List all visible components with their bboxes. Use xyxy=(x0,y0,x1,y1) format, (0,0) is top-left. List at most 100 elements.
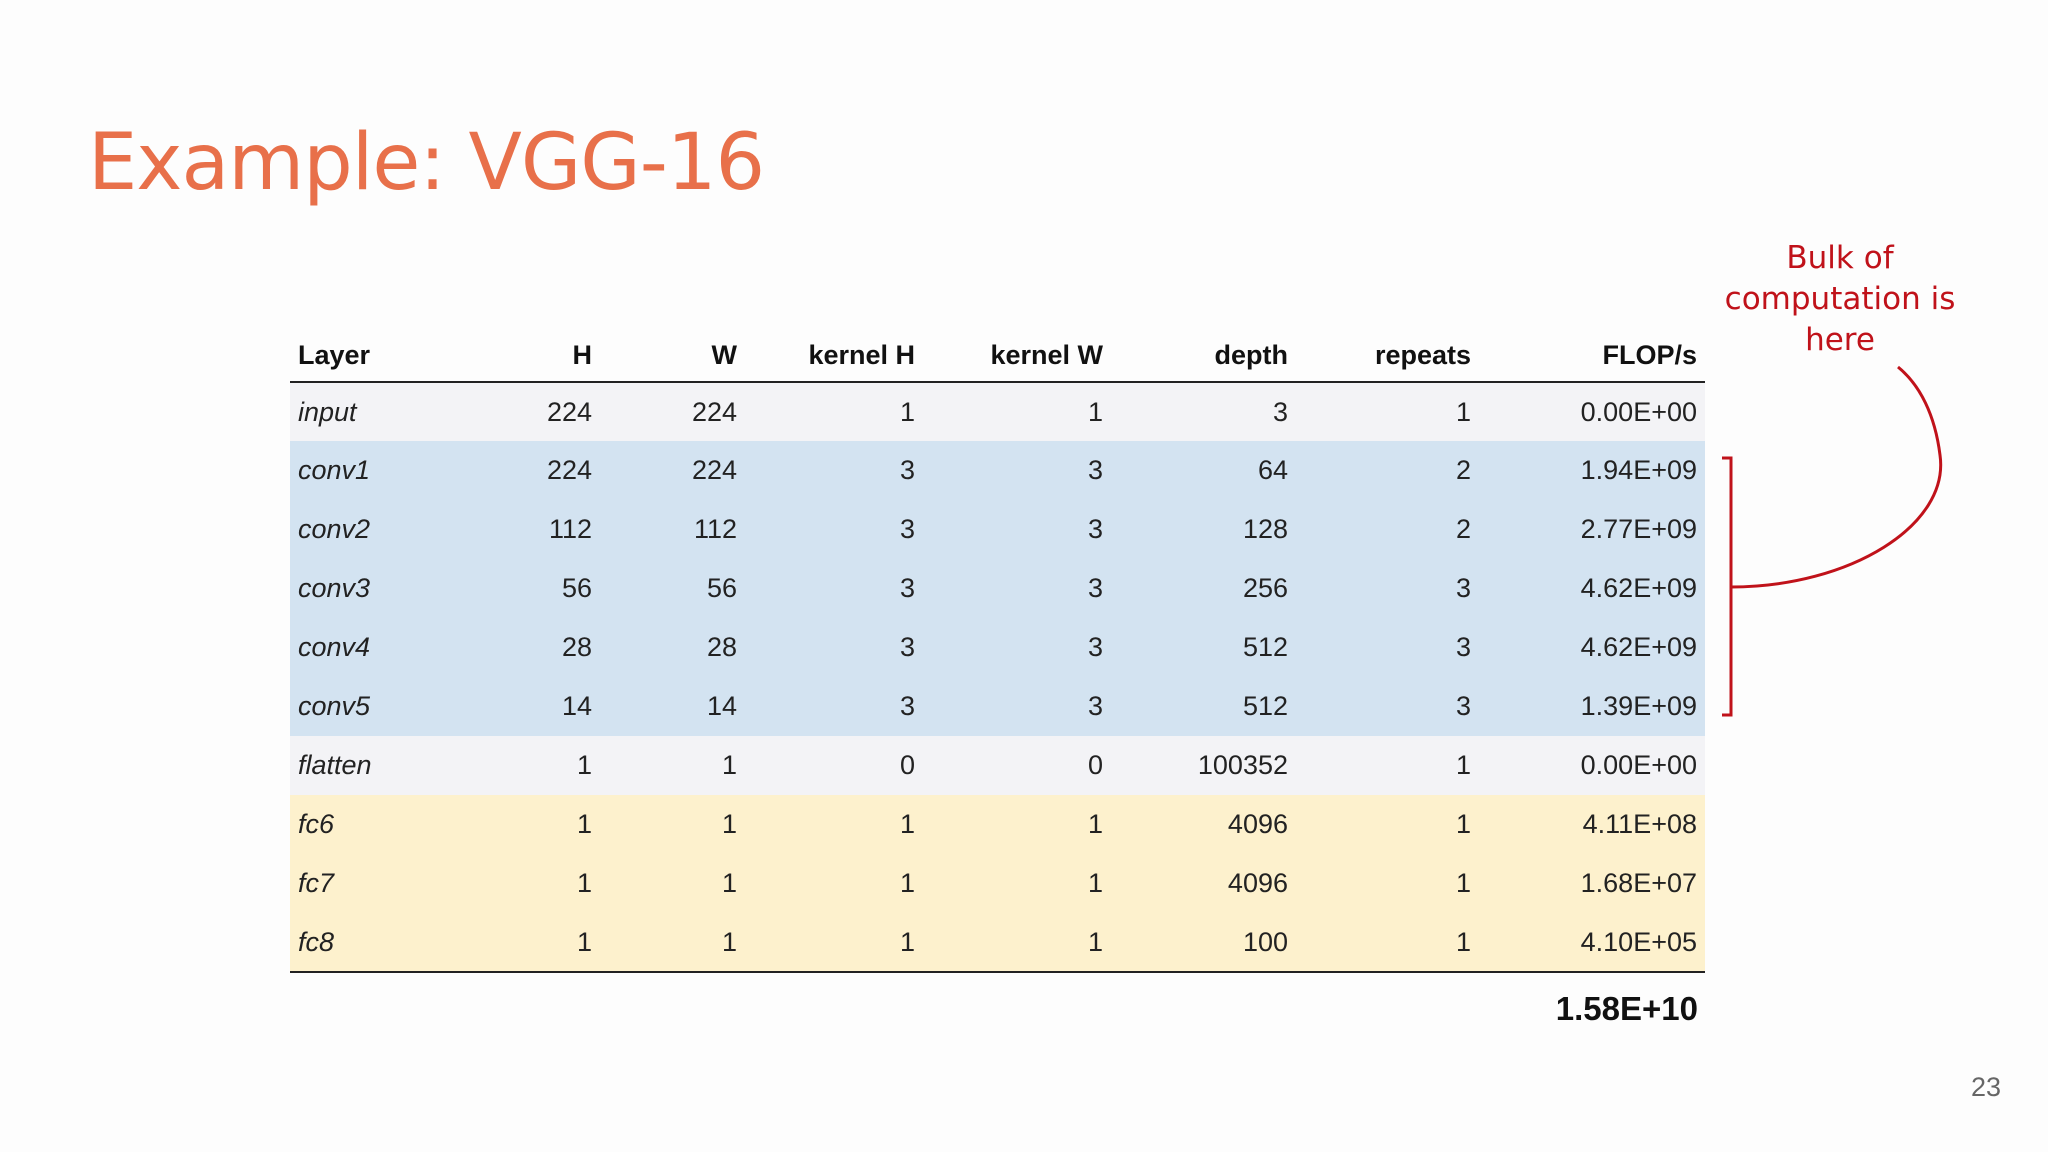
cell-kernel-w: 1 xyxy=(1087,809,1103,839)
cell-kernel-w: 0 xyxy=(1087,750,1103,780)
cell-w: 1 xyxy=(721,750,737,780)
cell-repeats: 3 xyxy=(1455,573,1471,603)
cell-depth: 3 xyxy=(1272,396,1288,427)
cell-kernel-w: 3 xyxy=(1087,691,1103,721)
table-header-row: Layer H W kernel H kernel W depth repeat… xyxy=(290,330,1705,383)
cell-repeats: 1 xyxy=(1296,913,1479,973)
table-row: fc8 1 1 1 1 100 1 4.10E+05 xyxy=(290,913,1705,973)
table-row: input 224 224 1 1 3 1 0.00E+00 xyxy=(290,382,1705,441)
cell-depth: 100352 xyxy=(1197,750,1288,780)
cell-repeats: 1 xyxy=(1455,396,1471,427)
cell-layer: input xyxy=(298,396,357,427)
header-layer: Layer xyxy=(290,330,480,383)
cell-depth: 64 xyxy=(1257,455,1288,485)
cell-repeats: 1 xyxy=(1455,868,1471,898)
cell-w: 56 xyxy=(706,573,737,603)
header-flops: FLOP/s xyxy=(1479,330,1705,383)
cell-flops: 1.68E+07 xyxy=(1580,868,1697,898)
cell-depth: 100 xyxy=(1111,913,1296,973)
cell-kernel-w: 1 xyxy=(1087,396,1103,427)
cell-layer: fc7 xyxy=(298,868,335,898)
cell-kernel-h: 3 xyxy=(899,455,915,485)
cell-depth: 128 xyxy=(1242,514,1288,544)
cell-kernel-w: 3 xyxy=(1087,514,1103,544)
page-number: 23 xyxy=(1970,1072,2001,1102)
cell-h: 56 xyxy=(561,573,592,603)
cell-h: 112 xyxy=(548,514,592,544)
bracket-icon xyxy=(1722,456,1733,717)
cell-w: 1 xyxy=(721,809,737,839)
cell-layer: flatten xyxy=(298,750,372,780)
cell-flops: 1.94E+09 xyxy=(1580,455,1697,485)
table-row: fc6 1 1 1 1 4096 1 4.11E+08 xyxy=(290,795,1705,854)
cell-repeats: 1 xyxy=(1455,809,1471,839)
cell-kernel-h: 3 xyxy=(899,691,915,721)
cell-kernel-w: 1 xyxy=(1087,868,1103,898)
cell-kernel-h: 3 xyxy=(899,632,915,662)
cell-kernel-h: 1 xyxy=(899,868,915,898)
cell-depth: 512 xyxy=(1242,632,1288,662)
table-row: conv1 224 224 3 3 64 2 1.94E+09 xyxy=(290,441,1705,500)
table-row: fc7 1 1 1 1 4096 1 1.68E+07 xyxy=(290,854,1705,913)
table-row: conv3 56 56 3 3 256 3 4.62E+09 xyxy=(290,559,1705,618)
cell-repeats: 3 xyxy=(1455,632,1471,662)
cell-flops: 2.77E+09 xyxy=(1580,514,1697,544)
cell-flops: 4.10E+05 xyxy=(1479,913,1705,973)
cell-w: 1 xyxy=(600,913,745,973)
table-body: input 224 224 1 1 3 1 0.00E+00 conv1 224 224 3 3 64 2 1… xyxy=(290,382,1705,973)
cell-kernel-h: 1 xyxy=(745,913,923,973)
cell-depth: 512 xyxy=(1242,691,1288,721)
cell-flops: 0.00E+00 xyxy=(1580,750,1697,780)
cell-kernel-w: 3 xyxy=(1087,632,1103,662)
cell-repeats: 2 xyxy=(1455,514,1471,544)
annotation-line-3: here xyxy=(1805,322,1875,358)
cell-h: 28 xyxy=(561,632,592,662)
table-row: conv5 14 14 3 3 512 3 1.39E+09 xyxy=(290,677,1705,736)
header-repeats: repeats xyxy=(1296,330,1479,383)
cell-h: 1 xyxy=(576,868,592,898)
annotation-line-2: computation is xyxy=(1724,281,1956,317)
cell-w: 28 xyxy=(706,632,737,662)
cell-layer: conv1 xyxy=(298,455,371,485)
cell-depth: 4096 xyxy=(1227,868,1288,898)
cell-kernel-h: 3 xyxy=(899,573,915,603)
vgg16-flops-table: Layer H W kernel H kernel W depth repeat… xyxy=(290,330,1705,973)
cell-kernel-h: 1 xyxy=(899,396,915,427)
vgg16-flops-table-container: Layer H W kernel H kernel W depth repeat… xyxy=(290,330,1705,973)
total-flops: 1.58E+10 xyxy=(1555,990,1698,1027)
cell-h: 1 xyxy=(576,809,592,839)
header-depth: depth xyxy=(1111,330,1296,383)
header-kernel-h: kernel H xyxy=(745,330,923,383)
table-row: conv2 112 112 3 3 128 2 2.77E+09 xyxy=(290,500,1705,559)
annotation-text: Bulk of computation is here xyxy=(1715,238,1965,361)
header-w: W xyxy=(600,330,745,383)
table-row: conv4 28 28 3 3 512 3 4.62E+09 xyxy=(290,618,1705,677)
cell-w: 224 xyxy=(691,396,737,427)
cell-w: 1 xyxy=(721,868,737,898)
cell-flops: 1.39E+09 xyxy=(1580,691,1697,721)
cell-kernel-h: 3 xyxy=(899,514,915,544)
cell-layer: conv4 xyxy=(298,632,371,662)
curved-arrow-icon xyxy=(1730,365,1943,589)
table-row: flatten 1 1 0 0 100352 1 0.00E+00 xyxy=(290,736,1705,795)
cell-w: 112 xyxy=(693,514,737,544)
cell-depth: 256 xyxy=(1242,573,1288,603)
annotation-bracket-arrow xyxy=(1722,365,1943,717)
cell-kernel-w: 3 xyxy=(1087,455,1103,485)
cell-layer: conv2 xyxy=(298,514,371,544)
cell-repeats: 3 xyxy=(1455,691,1471,721)
cell-h: 1 xyxy=(576,750,592,780)
cell-kernel-w: 3 xyxy=(1087,573,1103,603)
cell-layer: fc6 xyxy=(298,809,335,839)
cell-flops: 4.11E+08 xyxy=(1582,809,1697,839)
cell-kernel-h: 1 xyxy=(899,809,915,839)
cell-h: 1 xyxy=(480,913,600,973)
cell-layer: conv5 xyxy=(298,691,371,721)
cell-flops: 4.62E+09 xyxy=(1580,632,1697,662)
cell-repeats: 2 xyxy=(1455,455,1471,485)
cell-flops: 4.62E+09 xyxy=(1580,573,1697,603)
cell-w: 224 xyxy=(691,455,737,485)
cell-w: 14 xyxy=(706,691,737,721)
cell-flops: 0.00E+00 xyxy=(1580,396,1697,427)
cell-repeats: 1 xyxy=(1455,750,1471,780)
